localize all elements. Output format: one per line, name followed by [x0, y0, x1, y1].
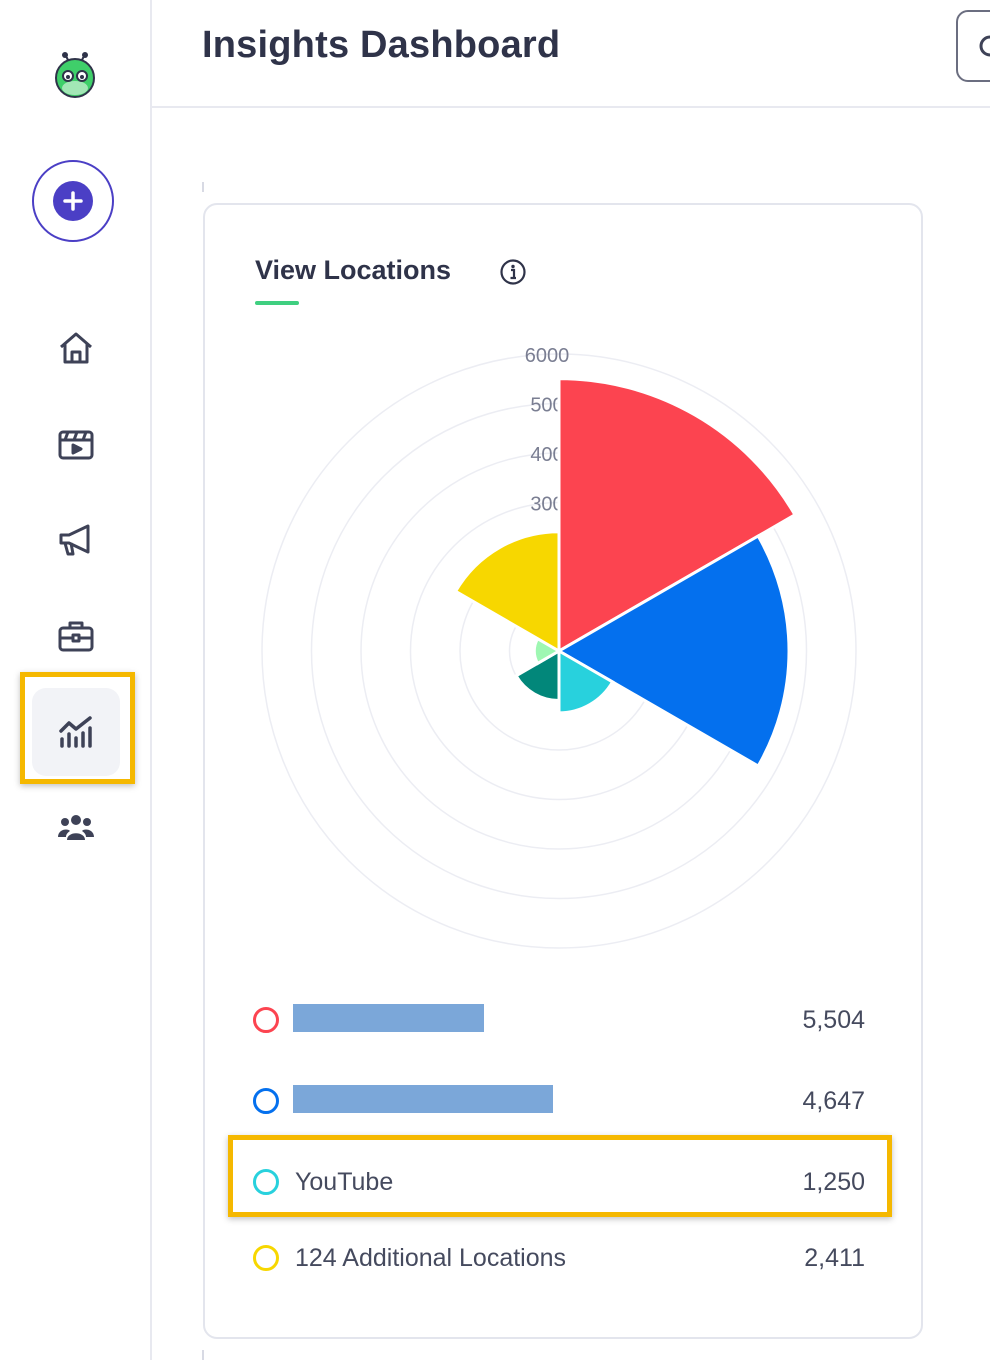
home-icon [60, 332, 92, 364]
radial-tick-label: 6000 [525, 345, 570, 367]
legend-value: 2,411 [804, 1244, 865, 1272]
card-title: View Locations [255, 255, 452, 285]
sidebar [0, 0, 152, 1360]
polar-slice[interactable] [557, 377, 797, 654]
app-logo-icon[interactable] [52, 48, 98, 98]
youtube-row-highlight [228, 1135, 892, 1217]
megaphone-icon [59, 524, 90, 556]
nav-insights[interactable] [32, 688, 120, 776]
nav-videos[interactable] [32, 400, 120, 488]
header: Insights Dashboard [152, 0, 990, 108]
create-button[interactable] [32, 160, 114, 242]
legend-row[interactable]: 124 Additional Locations 2,411 [253, 1236, 873, 1280]
briefcase-icon [58, 621, 94, 652]
polar-slice[interactable] [557, 648, 615, 715]
legend-marker [253, 1169, 279, 1195]
nav-marketing[interactable] [32, 496, 120, 584]
legend-value: 5,504 [802, 1006, 865, 1034]
polar-slice[interactable] [453, 530, 561, 654]
insights-chart-icon [59, 716, 92, 748]
page-title: Insights Dashboard [202, 24, 561, 66]
polar-slice[interactable] [555, 533, 791, 769]
card-title-underline [255, 301, 299, 305]
legend-marker [253, 1245, 279, 1271]
legend-value: 1,250 [802, 1168, 865, 1196]
divider-tick [202, 1350, 204, 1360]
search-icon [979, 35, 990, 57]
legend-row[interactable]: YouTube 1,250 [253, 1160, 873, 1204]
users-group-icon [58, 815, 94, 840]
legend-row[interactable]: 4,647 [253, 1079, 873, 1123]
nav-home[interactable] [32, 304, 120, 392]
polar-area-chart: 6000 500 400 300 [261, 345, 857, 949]
legend-label-redacted [293, 1085, 553, 1113]
legend-marker [253, 1088, 279, 1114]
info-icon[interactable] [499, 258, 527, 286]
nav-users[interactable] [32, 784, 120, 872]
nav-portfolio[interactable] [32, 592, 120, 680]
polar-slice[interactable] [514, 648, 561, 703]
radial-tick-label: 400 [530, 444, 563, 466]
legend-row[interactable]: 5,504 [253, 998, 873, 1042]
radial-tick-label: 300 [530, 494, 563, 516]
grid-ring [261, 353, 857, 949]
nav-insights-highlight [20, 672, 135, 784]
plus-icon [53, 181, 93, 221]
radial-tick-label: 500 [530, 395, 563, 417]
legend-value: 4,647 [802, 1087, 865, 1115]
legend-marker [253, 1007, 279, 1033]
legend-label: 124 Additional Locations [295, 1244, 567, 1272]
header-search-button[interactable] [956, 10, 990, 82]
legend-label: YouTube [295, 1168, 394, 1196]
legend-label-redacted [293, 1004, 484, 1032]
video-clapper-icon [58, 430, 94, 460]
view-locations-card: View Locations 6000 500 400 300 5,504 4,647… [203, 203, 923, 1339]
divider-tick [202, 182, 204, 192]
